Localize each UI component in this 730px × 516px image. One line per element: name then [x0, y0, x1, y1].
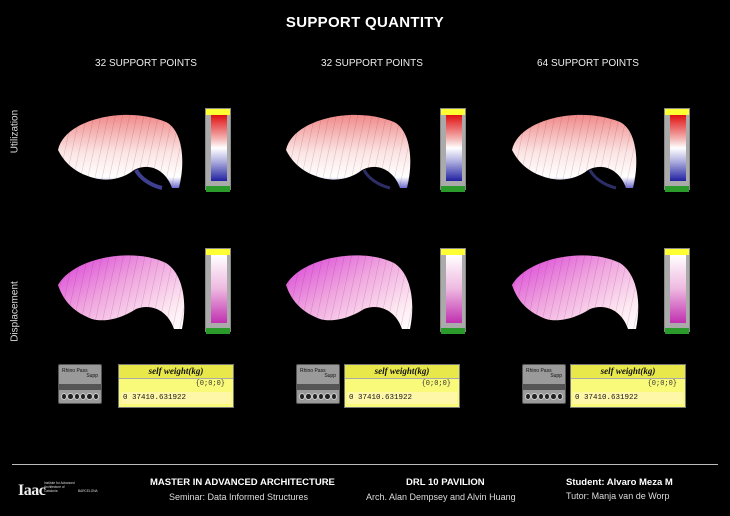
tutor-name: Tutor: Manja van de Worp: [566, 491, 670, 501]
support-conditions-panel-3[interactable]: Rhino Pass Supp: [522, 364, 566, 404]
panel-label: Rhino Pass: [62, 368, 88, 374]
panel-bar: [523, 384, 565, 390]
student-name: Student: Alvaro Meza M: [566, 477, 673, 488]
self-weight-panel-3[interactable]: self weight(kg) {0;0;0} 0 37410.631922: [570, 364, 686, 408]
self-weight-path: {0;0;0}: [195, 380, 225, 388]
panel-bar: [297, 384, 339, 390]
column-heading-2: 32 SUPPORT POINTS: [321, 58, 423, 69]
self-weight-header: self weight(kg): [119, 365, 233, 379]
logo-subtitle: Institute for Advanced Architecture of C…: [44, 481, 75, 493]
self-weight-path: {0;0;0}: [647, 380, 677, 388]
utilization-legend-3: [664, 108, 690, 192]
dof-toggles[interactable]: [525, 393, 563, 401]
panel-label-supp: Supp: [86, 373, 98, 379]
row-label-utilization: Utilization: [9, 109, 21, 154]
page-title: SUPPORT QUANTITY: [285, 14, 445, 31]
dof-toggles[interactable]: [299, 393, 337, 401]
dof-toggles[interactable]: [61, 393, 99, 401]
utilization-legend-1: [205, 108, 231, 192]
seminar-label: Seminar: Data Informed Structures: [169, 492, 309, 502]
self-weight-path: {0;0;0}: [421, 380, 451, 388]
self-weight-header: self weight(kg): [571, 365, 685, 379]
logo-city: BARCELONA: [78, 489, 98, 493]
iaac-logo: Iaac: [18, 482, 46, 499]
column-heading-3: 64 SUPPORT POINTS: [537, 58, 639, 69]
self-weight-value: 0 37410.631922: [347, 392, 457, 404]
self-weight-header: self weight(kg): [345, 365, 459, 379]
panel-label: Rhino Pass: [300, 368, 326, 374]
displacement-shell-2: [286, 255, 413, 329]
self-weight-panel-2[interactable]: self weight(kg) {0;0;0} 0 37410.631922: [344, 364, 460, 408]
displacement-shell-1: [58, 255, 185, 329]
support-conditions-panel-1[interactable]: Rhino Pass Supp: [58, 364, 102, 404]
self-weight-value: 0 37410.631922: [121, 392, 231, 404]
panel-bar: [59, 384, 101, 390]
utilization-shell-1: [58, 114, 183, 190]
footer-divider: [12, 464, 718, 465]
row-label-displacement: Displacement: [9, 281, 21, 342]
displacement-legend-1: [205, 248, 231, 334]
self-weight-panel-1[interactable]: self weight(kg) {0;0;0} 0 37410.631922: [118, 364, 234, 408]
support-conditions-panel-2[interactable]: Rhino Pass Supp: [296, 364, 340, 404]
column-heading-1: 32 SUPPORT POINTS: [95, 58, 197, 69]
panel-label: Rhino Pass: [526, 368, 552, 374]
program-title: MASTER IN ADVANCED ARCHITECTURE: [150, 477, 335, 488]
displacement-shell-3: [512, 255, 639, 329]
self-weight-value: 0 37410.631922: [573, 392, 683, 404]
displacement-legend-3: [664, 248, 690, 334]
architects-label: Arch. Alan Dempsey and Alvin Huang: [366, 492, 516, 502]
utilization-shell-2: [286, 114, 411, 190]
panel-label-supp: Supp: [324, 373, 336, 379]
utilization-legend-2: [440, 108, 466, 192]
panel-label-supp: Supp: [550, 373, 562, 379]
project-title: DRL 10 PAVILION: [406, 477, 485, 488]
utilization-shell-3: [512, 114, 637, 190]
displacement-legend-2: [440, 248, 466, 334]
